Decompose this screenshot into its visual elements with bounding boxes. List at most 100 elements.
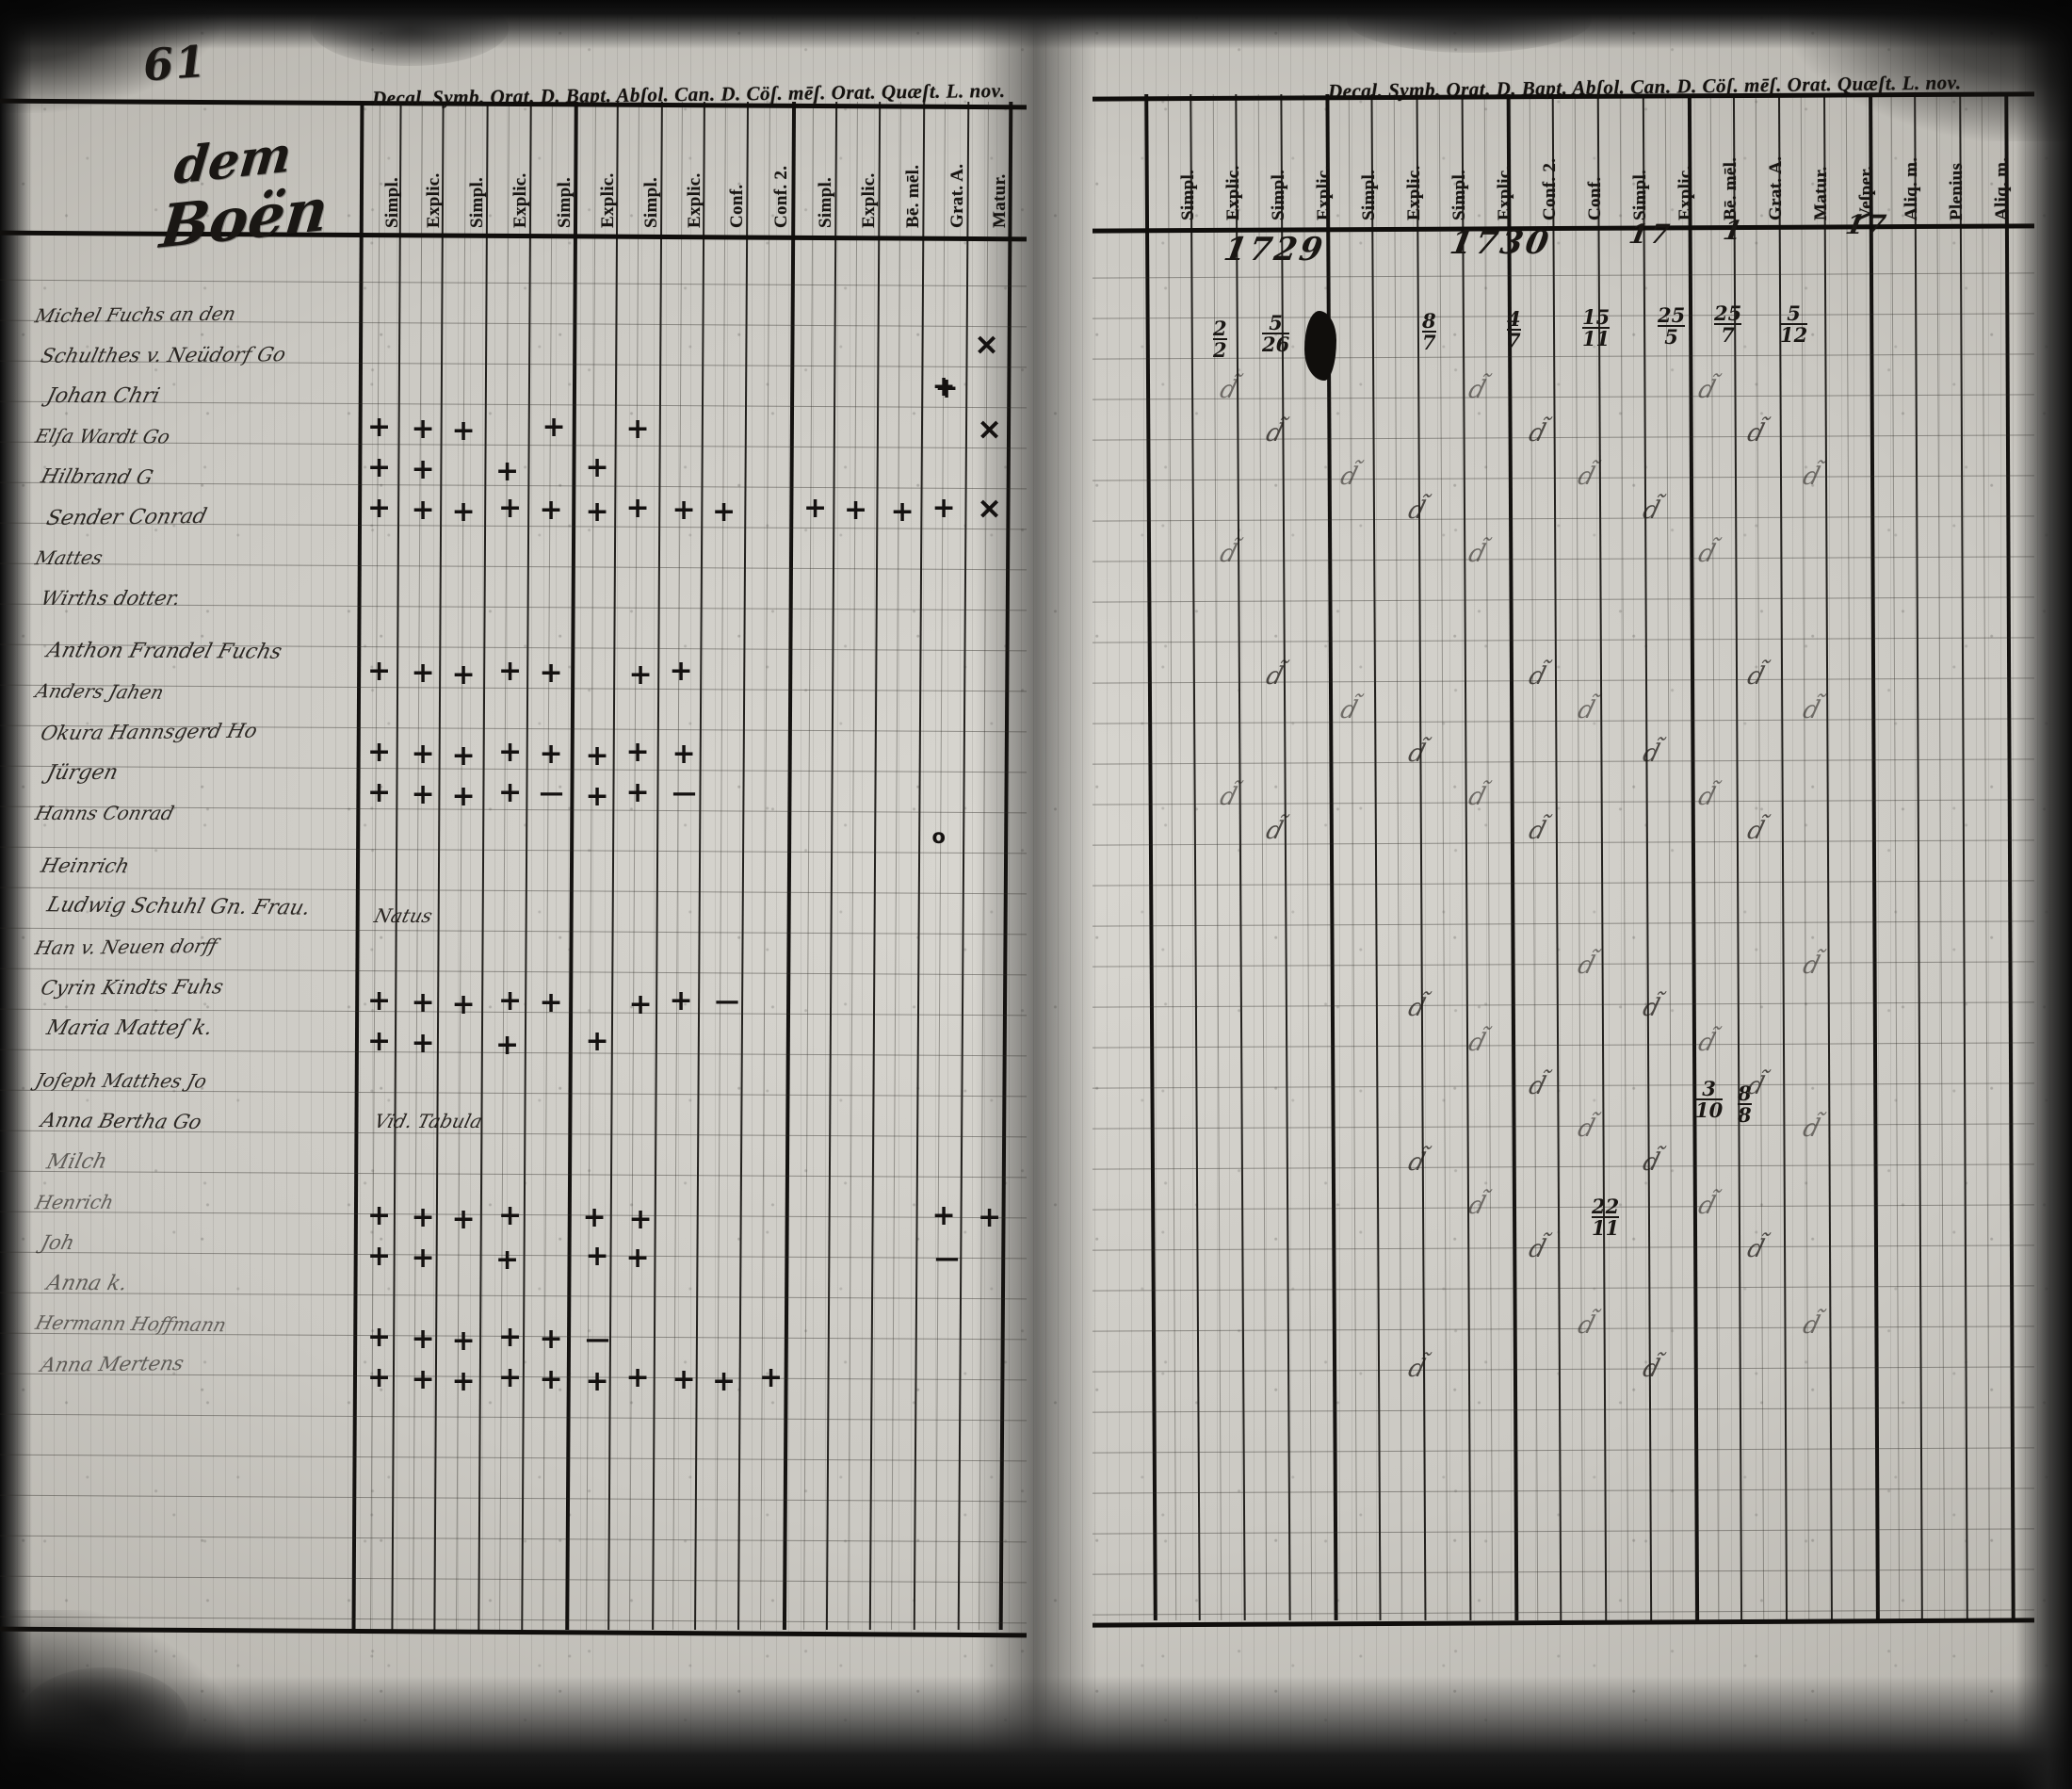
table-row-rule [0,1494,1027,1503]
tally-mark: + [628,659,653,691]
register-name-entry: Anna k. [43,1271,130,1296]
tally-mark: + [934,372,959,405]
tally-mark: + [625,1361,650,1394]
tally-mark: + [411,738,435,771]
register-name-entry: Sender Conrad [43,504,210,531]
table-row-rule [1093,961,2034,968]
tally-mark: + [585,1240,609,1273]
tally-mark: + [498,984,523,1017]
fraction-entry: 5 26 [1262,313,1290,355]
tally-mark: + [495,1029,520,1062]
fraction-numerator: 22 [1592,1195,1620,1218]
column-caption: Explic. [684,172,704,228]
tally-mark: + [498,776,523,809]
fraction-entry: 15 11 [1582,307,1611,350]
table-column-rule [565,102,578,1630]
tally-mark: + [844,494,868,527]
table-column-rule [391,102,402,1630]
tally-mark: + [367,736,392,769]
tally-mark: + [759,1361,784,1394]
table-row-rule [0,562,1027,571]
column-caption: Conf. 2. [1540,157,1560,220]
tally-mark: + [803,492,828,525]
table-column-rule-faint [542,102,553,1630]
tally-mark: + [585,1365,609,1398]
table-column-rule [1869,93,1880,1621]
column-caption: Grat. A. [1766,155,1786,220]
table-row-rule [1093,1123,2034,1130]
column-caption: Conf. [1585,176,1605,220]
table-column-rule-faint [760,102,770,1630]
register-name-entry: Ludwig Schuhl Gn. Frau. [44,893,314,920]
tally-mark: + [539,1323,563,1356]
tally-mark: + [367,984,392,1017]
table-row-rule [0,279,1027,287]
column-caption: Bē. mēl. [902,164,923,228]
register-name-entry: Heinrich [39,854,133,878]
fraction-entry: 22 11 [1592,1195,1620,1239]
register-name-entry: Schulthes v. Neüdorf Go [38,343,288,367]
tally-mark: + [669,984,693,1017]
tally-mark: — [585,1325,610,1354]
register-name-entry: Cyrin Kindts Fuhs [38,975,226,1000]
table-column-rule-faint [1935,94,1946,1620]
table-row-rule [1093,1366,2034,1373]
table-column-rule-faint [891,102,901,1630]
table-row-rule [1093,1488,2034,1494]
tally-mark: + [495,455,520,488]
table-column-rule-faint [370,102,380,1630]
table-row-rule [1093,1001,2034,1008]
tally-mark: + [712,1365,737,1398]
fraction-numerator: 4 [1507,307,1521,331]
tally-mark: + [625,1242,650,1275]
tally-mark: + [672,494,696,527]
tally-mark: + [539,738,563,771]
table-column-rule-faint [803,102,814,1630]
year-entry: 17 [1843,209,1891,240]
tally-mark: + [539,1363,563,1396]
table-column-rule [1370,94,1382,1620]
register-name-entry: Anna Mertens [38,1352,186,1376]
table-row-rule [0,927,1027,935]
table-row-rule [1093,1609,2034,1616]
table-row-rule [0,846,1027,854]
table-column-rule-faint [1845,94,1855,1620]
tally-mark: ✕ [975,330,999,363]
column-caption: Plenius [1947,162,1967,220]
table-column-rule [433,102,445,1630]
tally-mark: — [715,987,739,1016]
tally-mark: + [539,657,563,690]
column-caption: Simpl. [1269,169,1288,220]
column-caption: Explic. [859,172,879,228]
table-column-rule-faint [1483,94,1494,1620]
tally-mark: + [672,738,696,771]
tally-mark: + [585,451,609,484]
register-name-entry: Michel Fuchs an den [32,301,238,328]
table-row-rule [0,1413,1027,1422]
table-row-rule [1093,758,2034,765]
table-column-rule [1823,94,1833,1620]
column-caption: Simpl. [466,176,487,228]
table-row-rule [1093,1569,2034,1575]
register-name-entry: Maria Matteſ k. [43,1016,216,1040]
table-column-rule-faint [1529,94,1539,1620]
fraction-denominator: 7 [1422,331,1436,355]
column-caption: Explic. [597,172,618,228]
register-name-entry: Hermann Hoffmann [33,1310,229,1337]
ink-blot [1304,311,1336,381]
year-entry: 1729 [1221,231,1329,268]
table-column-rule [737,102,750,1630]
tally-mark: + [890,496,915,529]
tally-mark: + [411,494,435,527]
tally-mark: + [539,986,563,1019]
table-column-rule [521,102,532,1630]
table-row-rule [1093,1285,2034,1292]
register-name-entry: Johan Chri [43,384,163,408]
tally-mark: + [451,1365,476,1398]
tally-mark: + [931,1199,956,1232]
tally-mark: — [672,779,697,807]
fraction-numerator: 25 [1658,303,1686,327]
register-name-entry: Hanns Conrad [33,802,177,824]
